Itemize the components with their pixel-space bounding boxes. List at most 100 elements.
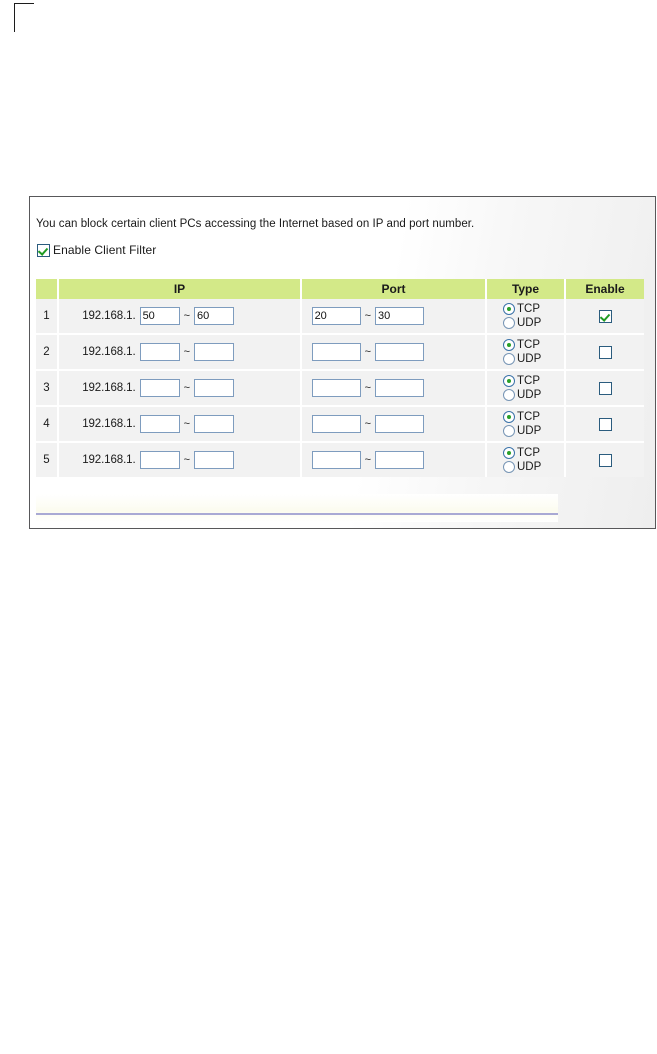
ip-range-separator: ~ bbox=[183, 417, 190, 430]
ip-prefix-label: 192.168.1. bbox=[82, 418, 136, 430]
ip-start-input[interactable] bbox=[139, 415, 180, 433]
port-cell: ~ bbox=[301, 370, 487, 407]
ip-cell: 192.168.1. ~ bbox=[58, 370, 302, 407]
ip-prefix-label: 192.168.1. bbox=[82, 310, 136, 322]
row-number: 3 bbox=[36, 370, 59, 407]
port-range-separator: ~ bbox=[364, 345, 371, 358]
radio-udp-icon[interactable] bbox=[503, 425, 515, 437]
type-option-udp[interactable]: UDP bbox=[503, 461, 564, 473]
table-row: 5 192.168.1. ~ ~ TCP UDP bbox=[36, 442, 644, 477]
radio-udp-icon[interactable] bbox=[503, 317, 515, 329]
row-enable-checkbox[interactable] bbox=[598, 381, 612, 395]
radio-tcp-icon[interactable] bbox=[503, 375, 515, 387]
type-option-udp[interactable]: UDP bbox=[503, 389, 564, 401]
type-cell: TCP UDP bbox=[486, 406, 566, 443]
radio-tcp-icon[interactable] bbox=[503, 303, 515, 315]
radio-tcp-icon[interactable] bbox=[503, 447, 515, 459]
enable-cell bbox=[565, 334, 644, 371]
port-start-input[interactable] bbox=[311, 343, 361, 361]
ip-start-input[interactable] bbox=[139, 343, 180, 361]
type-option-tcp[interactable]: TCP bbox=[503, 411, 564, 423]
ip-end-input[interactable] bbox=[194, 379, 234, 397]
type-option-tcp[interactable]: TCP bbox=[503, 447, 564, 459]
bottom-band bbox=[36, 494, 558, 522]
table-row: 2 192.168.1. ~ ~ TCP UDP bbox=[36, 334, 644, 371]
type-cell: TCP UDP bbox=[486, 442, 566, 477]
row-number: 5 bbox=[36, 442, 59, 477]
type-option-tcp[interactable]: TCP bbox=[503, 303, 564, 315]
port-end-input[interactable] bbox=[375, 307, 424, 325]
enable-client-filter-row[interactable]: Enable Client Filter bbox=[37, 243, 156, 257]
type-option-label: UDP bbox=[517, 461, 542, 473]
type-option-label: UDP bbox=[517, 425, 542, 437]
enable-client-filter-label: Enable Client Filter bbox=[53, 243, 157, 257]
enable-client-filter-checkbox[interactable] bbox=[37, 243, 50, 257]
ip-cell: 192.168.1. ~ bbox=[58, 442, 302, 477]
radio-tcp-icon[interactable] bbox=[503, 411, 515, 423]
port-end-input[interactable] bbox=[375, 343, 424, 361]
type-option-tcp[interactable]: TCP bbox=[503, 339, 564, 351]
port-start-input[interactable] bbox=[311, 379, 361, 397]
type-option-udp[interactable]: UDP bbox=[503, 425, 564, 437]
ip-cell: 192.168.1. ~ bbox=[58, 406, 302, 443]
row-enable-checkbox[interactable] bbox=[598, 453, 612, 467]
panel-description: You can block certain client PCs accessi… bbox=[36, 218, 475, 230]
port-start-input[interactable] bbox=[311, 415, 361, 433]
header-no bbox=[36, 279, 59, 299]
ip-prefix-label: 192.168.1. bbox=[82, 382, 136, 394]
port-range-separator: ~ bbox=[364, 309, 371, 322]
port-start-input[interactable] bbox=[311, 307, 361, 325]
port-end-input[interactable] bbox=[375, 451, 424, 469]
port-start-input[interactable] bbox=[311, 451, 361, 469]
port-end-input[interactable] bbox=[375, 415, 424, 433]
port-end-input[interactable] bbox=[375, 379, 424, 397]
enable-cell bbox=[565, 299, 644, 335]
ip-end-input[interactable] bbox=[194, 343, 234, 361]
type-option-udp[interactable]: UDP bbox=[503, 353, 564, 365]
type-option-label: UDP bbox=[517, 353, 542, 365]
row-enable-checkbox[interactable] bbox=[598, 345, 612, 359]
ip-prefix-label: 192.168.1. bbox=[82, 346, 136, 358]
table-body: 1192.168.1.~~TCPUDP2192.168.1.~~TCPUDP31… bbox=[36, 299, 644, 477]
port-cell: ~ bbox=[301, 334, 487, 371]
ip-end-input[interactable] bbox=[194, 307, 234, 325]
header-ip: IP bbox=[58, 279, 302, 299]
row-enable-checkbox[interactable] bbox=[598, 309, 612, 323]
port-cell: ~ bbox=[301, 442, 487, 477]
enable-cell bbox=[565, 370, 644, 407]
radio-udp-icon[interactable] bbox=[503, 461, 515, 473]
table-row: 3 192.168.1. ~ ~ TCP UDP bbox=[36, 370, 644, 407]
ip-end-input[interactable] bbox=[194, 451, 234, 469]
ip-range-separator: ~ bbox=[183, 453, 190, 466]
client-filter-table: IP Port Type Enable 1192.168.1.~~TCPUDP2… bbox=[36, 279, 644, 477]
radio-udp-icon[interactable] bbox=[503, 353, 515, 365]
bottom-separator-rule bbox=[36, 513, 558, 515]
table-row: 4 192.168.1. ~ ~ TCP UDP bbox=[36, 406, 644, 443]
type-option-label: TCP bbox=[517, 411, 540, 423]
ip-start-input[interactable] bbox=[139, 451, 180, 469]
type-option-label: TCP bbox=[517, 375, 540, 387]
port-range-separator: ~ bbox=[364, 417, 371, 430]
type-option-label: TCP bbox=[517, 447, 540, 459]
type-option-udp[interactable]: UDP bbox=[503, 317, 564, 329]
header-port: Port bbox=[301, 279, 487, 299]
radio-udp-icon[interactable] bbox=[503, 389, 515, 401]
radio-tcp-icon[interactable] bbox=[503, 339, 515, 351]
header-type: Type bbox=[486, 279, 566, 299]
ip-start-input[interactable] bbox=[139, 379, 180, 397]
type-option-tcp[interactable]: TCP bbox=[503, 375, 564, 387]
port-range-separator: ~ bbox=[364, 381, 371, 394]
ip-end-input[interactable] bbox=[194, 415, 234, 433]
port-cell: ~ bbox=[301, 406, 487, 443]
ip-start-input[interactable] bbox=[139, 307, 180, 325]
row-number: 1 bbox=[36, 299, 59, 335]
enable-cell bbox=[565, 406, 644, 443]
row-number: 4 bbox=[36, 406, 59, 443]
corner-bracket bbox=[14, 3, 34, 32]
ip-cell: 192.168.1. ~ bbox=[58, 299, 302, 335]
row-enable-checkbox[interactable] bbox=[598, 417, 612, 431]
table-header-row: IP Port Type Enable bbox=[36, 279, 644, 299]
row-number: 2 bbox=[36, 334, 59, 371]
type-option-label: TCP bbox=[517, 339, 540, 351]
header-enable: Enable bbox=[565, 279, 644, 299]
